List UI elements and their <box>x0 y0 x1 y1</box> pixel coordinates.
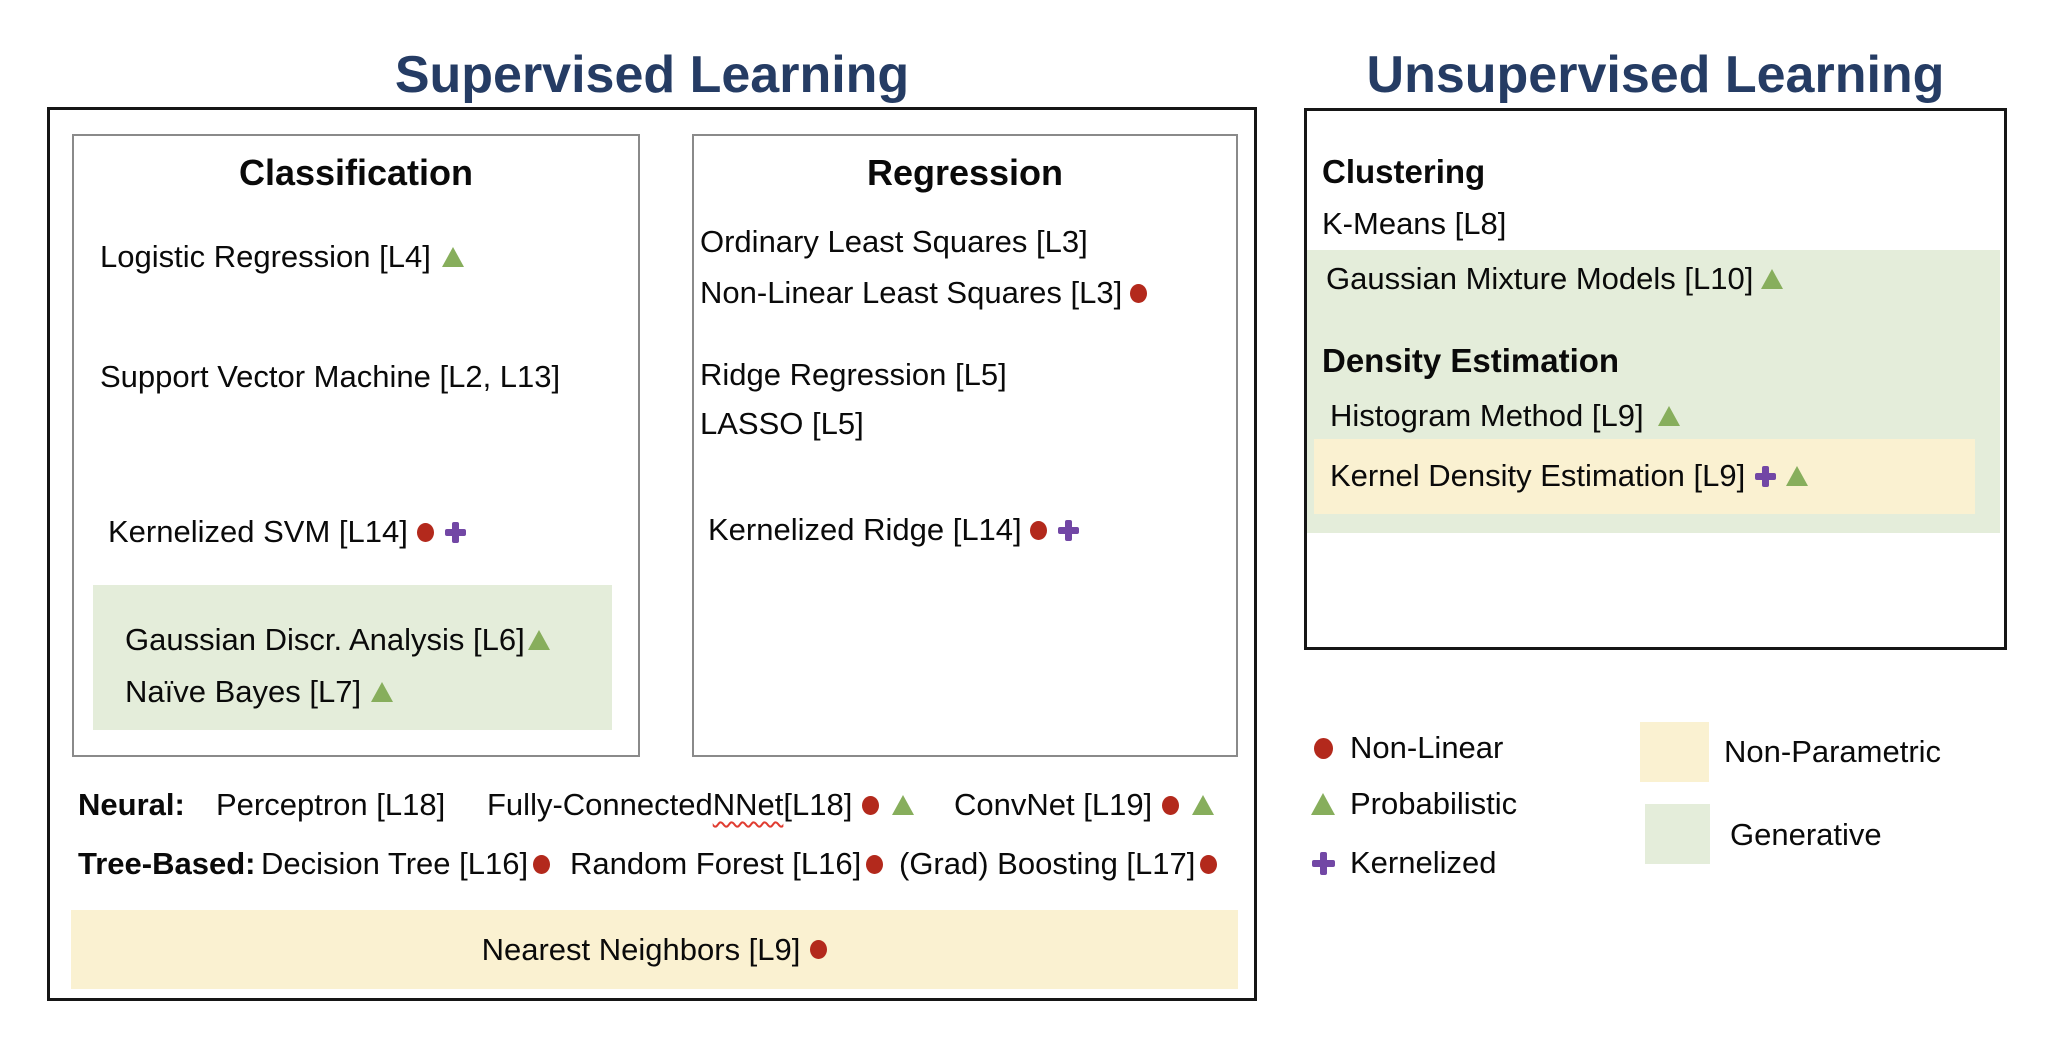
item-support-vector-machine: Support Vector Machine [L2, L13] <box>100 359 560 395</box>
legend-label: Probabilistic <box>1350 786 1518 821</box>
non-linear-icon <box>1313 737 1333 759</box>
item-label: Gaussian Mixture Models [L10] <box>1326 261 1754 296</box>
item-label-pre: Fully-Connected <box>487 787 713 822</box>
non-parametric-highlight-kde <box>1314 439 1975 514</box>
item-kernelized-svm: Kernelized SVM [L14] <box>108 514 466 550</box>
item-label: Logistic Regression [L4] <box>100 239 431 274</box>
item-perceptron: Perceptron [L18] <box>216 787 445 823</box>
item-label: Perceptron [L18] <box>216 787 446 822</box>
item-gaussian-discr-analysis: Gaussian Discr. Analysis [L6] <box>125 622 550 658</box>
item-label: Decision Tree [L16] <box>261 846 529 881</box>
legend-label-non-parametric: Non-Parametric <box>1724 734 1942 769</box>
item-label: Nearest Neighbors [L9] <box>481 931 801 967</box>
item-label-misspelled-word: NNet <box>712 787 784 822</box>
item-convnet: ConvNet [L19] <box>954 787 1215 823</box>
non-linear-icon <box>1130 283 1148 303</box>
classification-title: Classification <box>238 152 474 193</box>
item-random-forest: Random Forest [L16] <box>570 846 884 882</box>
legend-label: Non-Linear <box>1350 730 1504 765</box>
regression-title: Regression <box>866 152 1064 193</box>
regression-box <box>692 134 1238 757</box>
item-kernelized-ridge: Kernelized Ridge [L14] <box>708 512 1079 548</box>
clustering-header: Clustering <box>1322 153 1486 190</box>
legend-label-generative: Generative <box>1730 817 1882 852</box>
density-estimation-header: Density Estimation <box>1322 342 1620 379</box>
item-label: ConvNet [L19] <box>954 787 1153 822</box>
probabilistic-icon <box>441 247 464 267</box>
non-linear-icon <box>533 854 551 874</box>
item-label: Kernelized Ridge [L14] <box>708 512 1022 547</box>
nearest-neighbors-bar: Nearest Neighbors [L9] <box>71 910 1238 989</box>
item-label: Ridge Regression [L5] <box>700 357 1007 392</box>
item-label: Gaussian Discr. Analysis [L6] <box>125 622 525 657</box>
non-linear-icon <box>1200 854 1218 874</box>
legend-non-linear: Non-Linear <box>1308 730 1503 766</box>
probabilistic-icon <box>1761 269 1784 289</box>
item-label: Random Forest [L16] <box>570 846 862 881</box>
generative-highlight-classification <box>93 585 612 730</box>
probabilistic-icon <box>1657 406 1680 426</box>
item-non-linear-least-squares: Non-Linear Least Squares [L3] <box>700 275 1148 311</box>
legend-kernelized: Kernelized <box>1308 845 1496 881</box>
item-logistic-regression: Logistic Regression [L4] <box>100 239 464 275</box>
item-decision-tree: Decision Tree [L16] <box>261 846 551 882</box>
neural-row-label: Neural: <box>78 787 185 822</box>
supervised-box <box>47 107 1257 1001</box>
kernelized-icon <box>1755 465 1777 487</box>
non-linear-icon <box>1162 795 1180 815</box>
tree-row-label: Tree-Based: <box>78 846 256 881</box>
unsupervised-box <box>1304 108 2007 650</box>
probabilistic-icon <box>371 682 394 702</box>
non-linear-icon <box>416 522 434 542</box>
non-parametric-swatch <box>1640 722 1709 782</box>
non-linear-icon <box>810 940 828 959</box>
item-label: K-Means [L8] <box>1322 206 1507 241</box>
unsupervised-learning-title: Unsupervised Learning <box>1366 46 1945 104</box>
classification-box <box>72 134 640 757</box>
item-label: Support Vector Machine [L2, L13] <box>100 359 561 394</box>
non-linear-icon <box>1029 520 1047 540</box>
item-ordinary-least-squares: Ordinary Least Squares [L3] <box>700 224 1088 260</box>
item-label: Non-Linear Least Squares [L3] <box>700 275 1123 310</box>
item-ridge-regression: Ridge Regression [L5] <box>700 357 1007 393</box>
item-label: Kernelized SVM [L14] <box>108 514 408 549</box>
item-label: (Grad) Boosting [L17] <box>899 846 1196 881</box>
item-fully-connected-nnet: Fully-Connected NNet [L18] <box>487 787 915 823</box>
kernelized-icon <box>1311 851 1335 875</box>
probabilistic-icon <box>892 795 915 815</box>
item-kernel-density-estimation: Kernel Density Estimation [L9] <box>1330 458 1809 494</box>
generative-swatch <box>1645 804 1710 864</box>
legend-probabilistic: Probabilistic <box>1308 786 1517 822</box>
item-label: LASSO [L5] <box>700 406 864 441</box>
probabilistic-icon <box>1192 795 1215 815</box>
probabilistic-icon <box>527 630 550 650</box>
item-naive-bayes: Naïve Bayes [L7] <box>125 674 394 710</box>
item-label: Ordinary Least Squares [L3] <box>700 224 1088 259</box>
item-gaussian-mixture-models: Gaussian Mixture Models [L10] <box>1326 261 1784 297</box>
kernelized-icon <box>444 521 466 543</box>
non-linear-icon <box>866 854 884 874</box>
item-label-post: [L18] <box>783 787 853 822</box>
non-linear-icon <box>862 795 880 815</box>
item-label: Histogram Method [L9] <box>1330 398 1644 433</box>
item-lasso: LASSO [L5] <box>700 406 864 442</box>
item-grad-boosting: (Grad) Boosting [L17] <box>899 846 1218 882</box>
supervised-learning-title: Supervised Learning <box>394 46 910 104</box>
kernelized-icon <box>1057 519 1079 541</box>
item-label: Kernel Density Estimation [L9] <box>1330 458 1746 493</box>
probabilistic-icon <box>1311 793 1335 815</box>
item-histogram-method: Histogram Method [L9] <box>1330 398 1680 434</box>
item-k-means: K-Means [L8] <box>1322 206 1506 242</box>
legend-label: Kernelized <box>1350 845 1497 880</box>
item-label: Naïve Bayes [L7] <box>125 674 362 709</box>
probabilistic-icon <box>1786 466 1809 486</box>
